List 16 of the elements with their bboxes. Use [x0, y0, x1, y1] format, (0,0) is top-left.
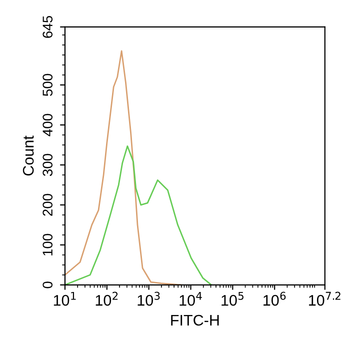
y-tick-label: 300 [42, 154, 53, 176]
y-tick-label: 100 [42, 234, 53, 256]
y-tick-label: 0 [42, 282, 53, 288]
x-tick-label: 10$^{1}$ [54, 292, 76, 306]
y-axis-title: Count [22, 136, 34, 176]
x-tick-label: 10$^{2}$ [96, 292, 118, 306]
x-tick-label: 10$^{5}$ [222, 292, 244, 306]
y-tick-label: 500 [42, 74, 53, 96]
x-tick-label: 10$^{4}$ [180, 292, 202, 306]
x-tick-label: 10$^{7.2}$ [309, 292, 340, 306]
x-axis-title: FITC-H [171, 314, 219, 326]
x-tick-label: 10$^{6}$ [264, 292, 286, 306]
y-tick-label: 200 [42, 194, 53, 216]
y-tick-label: 400 [42, 114, 53, 136]
x-tick-label: 10$^{3}$ [138, 292, 160, 306]
y-tick-label: 645 [42, 16, 53, 38]
